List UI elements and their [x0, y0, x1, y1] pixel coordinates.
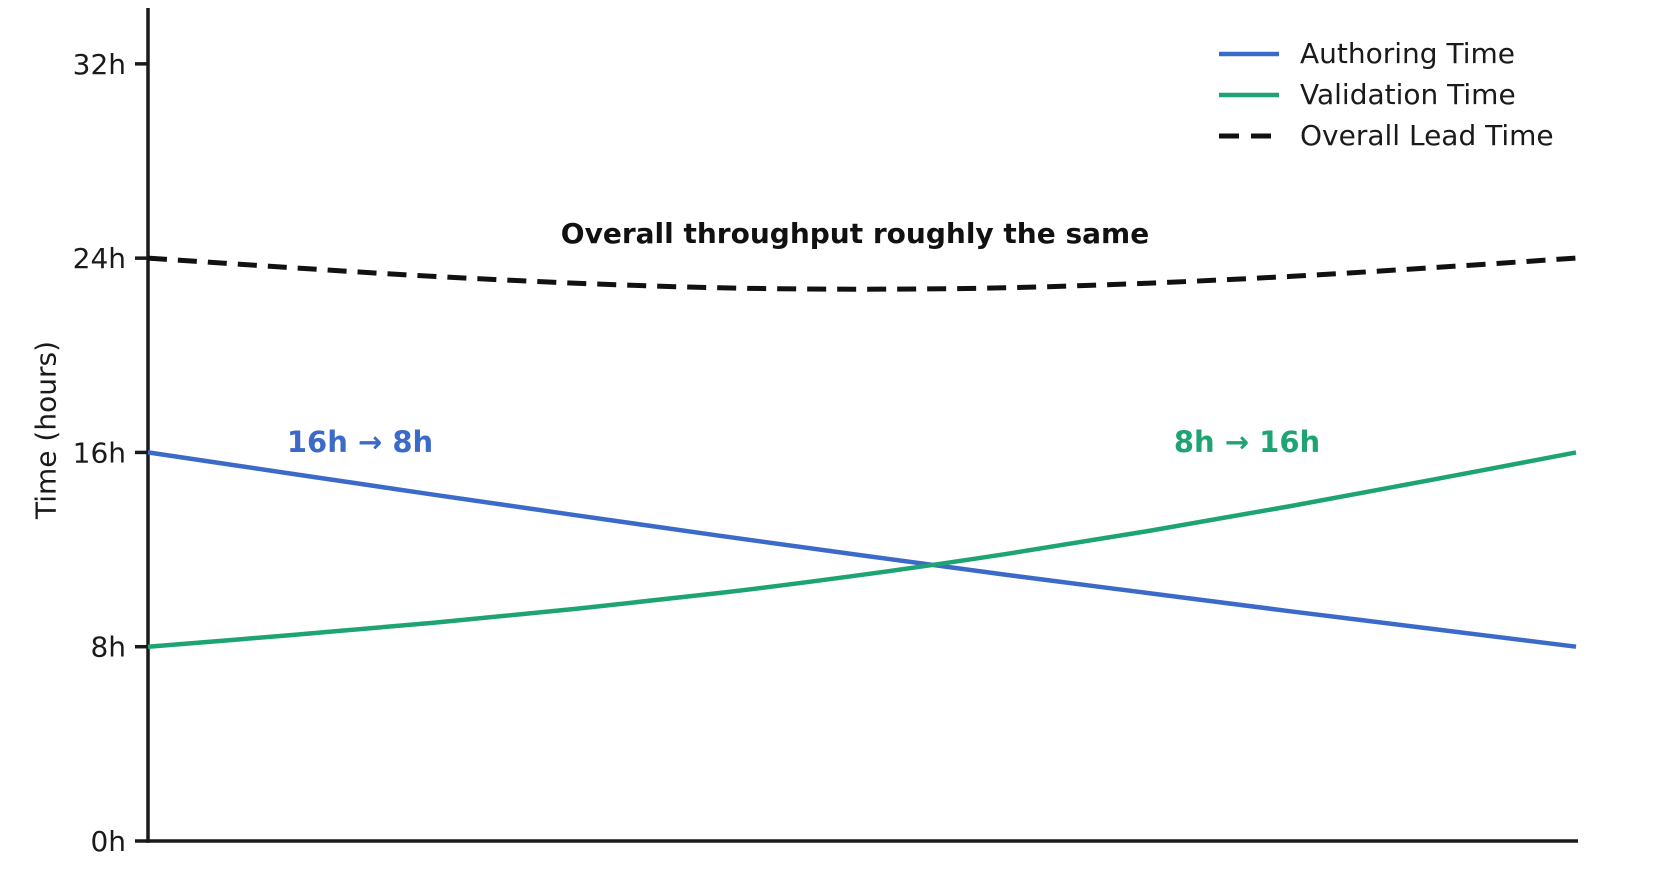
legend-swatch-authoring-line: [1218, 49, 1280, 59]
legend: Authoring Time Validation Time Overall L…: [1218, 33, 1554, 156]
y-tick-label: 16h: [73, 436, 126, 469]
series-line-overall-lead-time: [147, 255, 1577, 292]
y-tick-label: 32h: [73, 48, 126, 81]
y-tick-label: 24h: [73, 242, 126, 275]
legend-item-authoring-time: Authoring Time: [1218, 33, 1554, 74]
annotation-authoring-change: 16h → 8h: [286, 425, 434, 459]
legend-label-validation-time: Validation Time: [1300, 78, 1516, 111]
y-axis-label: Time (hours): [29, 341, 63, 519]
legend-swatch-line: [1219, 133, 1279, 138]
series-line-validation-time: [147, 450, 1577, 649]
legend-item-overall-lead-time: Overall Lead Time: [1218, 115, 1554, 156]
legend-label-authoring-time: Authoring Time: [1300, 37, 1515, 70]
legend-swatch-validation-line: [1218, 90, 1280, 100]
y-tick-label: 8h: [90, 631, 126, 664]
series-line-authoring-time: [147, 450, 1577, 649]
legend-label-overall-lead-time: Overall Lead Time: [1300, 119, 1554, 152]
legend-swatch-overall-dashed-line: [1218, 131, 1280, 141]
legend-item-validation-time: Validation Time: [1218, 74, 1554, 115]
legend-swatch-line: [1219, 51, 1279, 56]
legend-swatch-line: [1219, 92, 1279, 97]
annotation-validation-change: 8h → 16h: [1173, 425, 1321, 459]
annotation-overall-throughput: Overall throughput roughly the same: [560, 217, 1150, 250]
y-tick-label: 0h: [90, 825, 126, 858]
